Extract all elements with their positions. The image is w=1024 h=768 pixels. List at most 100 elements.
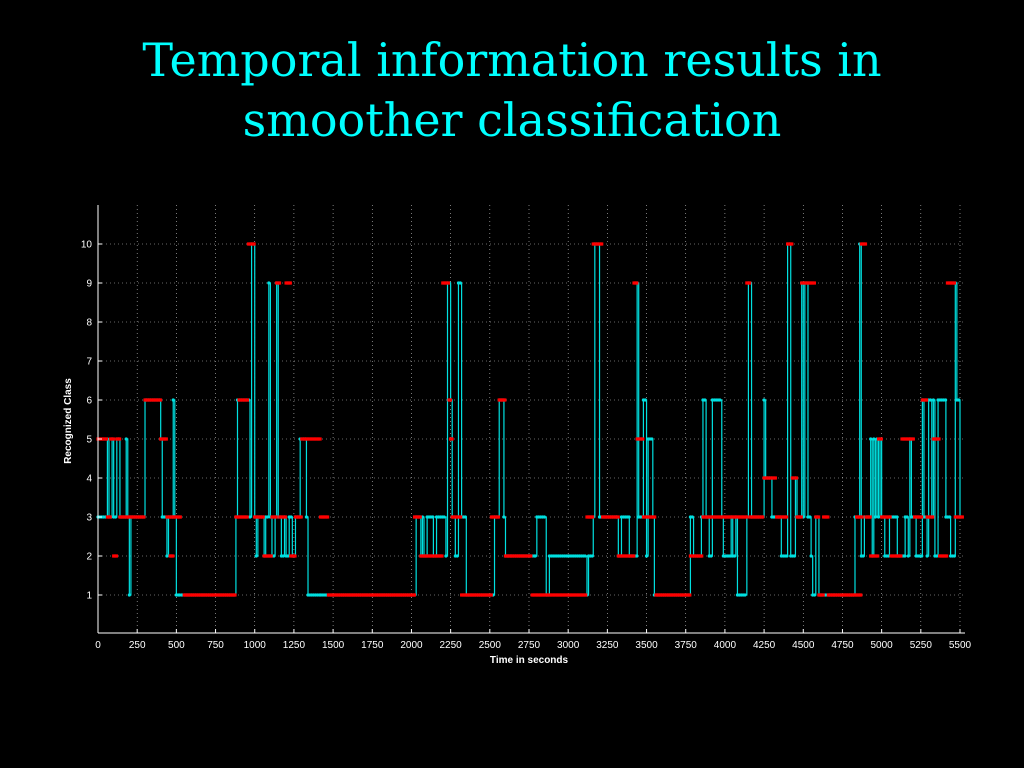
slide-title-line-2: smoother classification — [242, 93, 782, 147]
y-tick-label: 8 — [86, 318, 92, 329]
smoothed-data-point — [920, 515, 924, 519]
raw-data-point — [272, 554, 276, 558]
x-tick-label: 500 — [168, 640, 185, 651]
raw-data-point — [113, 515, 118, 519]
raw-data-point — [442, 515, 446, 519]
raw-data-point — [690, 515, 694, 519]
axes: 0 250 500 750 1000 1250 1500 1750 2000 2250 2500 27… — [81, 205, 972, 651]
raw-data-point — [762, 398, 766, 402]
raw-data-point — [458, 281, 462, 285]
raw-data-point — [809, 554, 813, 558]
x-tick-label: 4500 — [792, 640, 815, 651]
smoothed-data-point — [142, 515, 146, 519]
smoothed-data-point — [245, 398, 250, 402]
raw-data-point — [718, 398, 722, 402]
raw-data-point — [542, 515, 546, 519]
raw-data-point — [792, 554, 797, 558]
x-tick-label: 1750 — [361, 640, 384, 651]
smoothed-data-point — [440, 554, 444, 558]
raw-data-point — [785, 554, 789, 558]
y-tick-label: 3 — [86, 513, 92, 524]
smoothed-data-point — [412, 593, 417, 597]
raw-data-point — [808, 515, 812, 519]
raw-data-point — [952, 554, 956, 558]
raw-data-point — [248, 515, 252, 519]
y-tick-label: 6 — [86, 396, 92, 407]
raw-data-point — [876, 515, 881, 519]
x-tick-label: 3750 — [675, 640, 698, 651]
raw-data-point — [812, 593, 817, 597]
smoothed-data-point — [503, 398, 507, 402]
raw-data-point — [743, 593, 747, 597]
smoothed-data-point — [418, 515, 422, 519]
smoothed-data-point — [489, 593, 493, 597]
smoothed-data-point — [784, 515, 789, 519]
smoothed-data-point — [118, 437, 122, 441]
smoothed-data-point — [326, 515, 330, 519]
raw-data-point — [643, 398, 647, 402]
smoothed-data-point — [952, 281, 957, 285]
x-tick-label: 0 — [95, 640, 101, 651]
plot-area-background — [98, 205, 965, 633]
raw-data-point — [533, 554, 537, 558]
smoothed-data-point — [233, 593, 237, 597]
smoothed-data-point — [111, 437, 115, 441]
smoothed-data-point — [318, 437, 322, 441]
smoothed-data-point — [761, 515, 765, 519]
smoothed-data-point — [773, 476, 777, 480]
smoothed-data-point — [899, 554, 903, 558]
raw-data-point — [886, 554, 891, 558]
x-tick-label: 3000 — [557, 640, 580, 651]
smoothed-data-point — [748, 281, 752, 285]
raw-data-point — [289, 515, 293, 519]
smoothed-data-point — [158, 398, 163, 402]
y-tick-label: 1 — [86, 591, 92, 602]
smoothed-data-point — [178, 515, 182, 519]
smoothed-data-point — [925, 398, 929, 402]
x-tick-label: 1500 — [322, 640, 345, 651]
smoothed-data-point — [252, 242, 256, 246]
y-tick-label: 4 — [86, 474, 92, 485]
smoothed-data-point — [446, 281, 451, 285]
y-tick-label: 5 — [86, 435, 92, 446]
raw-data-point — [925, 554, 929, 558]
smoothed-data-point — [299, 515, 303, 519]
smoothed-data-point — [283, 515, 288, 519]
raw-data-point — [254, 554, 258, 558]
raw-data-point — [583, 554, 587, 558]
smoothed-data-point — [635, 281, 639, 285]
smoothed-data-point — [700, 554, 704, 558]
y-tick-label: 10 — [81, 240, 93, 251]
raw-data-point — [943, 398, 948, 402]
smoothed-data-point — [931, 515, 935, 519]
raw-data-point — [304, 515, 309, 519]
smoothed-data-point — [448, 398, 453, 402]
x-axis-label: Time in seconds — [490, 655, 569, 666]
smoothed-data-point — [859, 593, 863, 597]
smoothed-data-point — [888, 515, 892, 519]
smoothed-data-point — [794, 476, 799, 480]
x-tick-label: 5250 — [910, 640, 933, 651]
raw-data-point — [644, 554, 649, 558]
raw-data-point — [455, 554, 459, 558]
smoothed-data-point — [863, 242, 868, 246]
smoothed-data-point — [868, 515, 872, 519]
smoothed-data-point — [269, 554, 273, 558]
smoothed-data-point — [817, 515, 821, 519]
x-tick-label: 4000 — [714, 640, 737, 651]
raw-data-point — [124, 437, 128, 441]
x-tick-label: 2000 — [400, 640, 423, 651]
y-tick-label: 2 — [86, 552, 92, 563]
raw-data-point — [171, 398, 175, 402]
smoothed-data-point — [937, 437, 941, 441]
raw-data-point — [861, 554, 865, 558]
smoothed-data-point — [104, 437, 109, 441]
x-tick-label: 5000 — [871, 640, 894, 651]
raw-data-point — [703, 398, 707, 402]
raw-data-point — [267, 281, 271, 285]
raw-data-point — [903, 554, 907, 558]
smoothed-data-point — [171, 554, 175, 558]
smoothed-data-point — [790, 242, 794, 246]
smoothed-data-point — [600, 242, 604, 246]
x-tick-label: 4750 — [831, 640, 854, 651]
